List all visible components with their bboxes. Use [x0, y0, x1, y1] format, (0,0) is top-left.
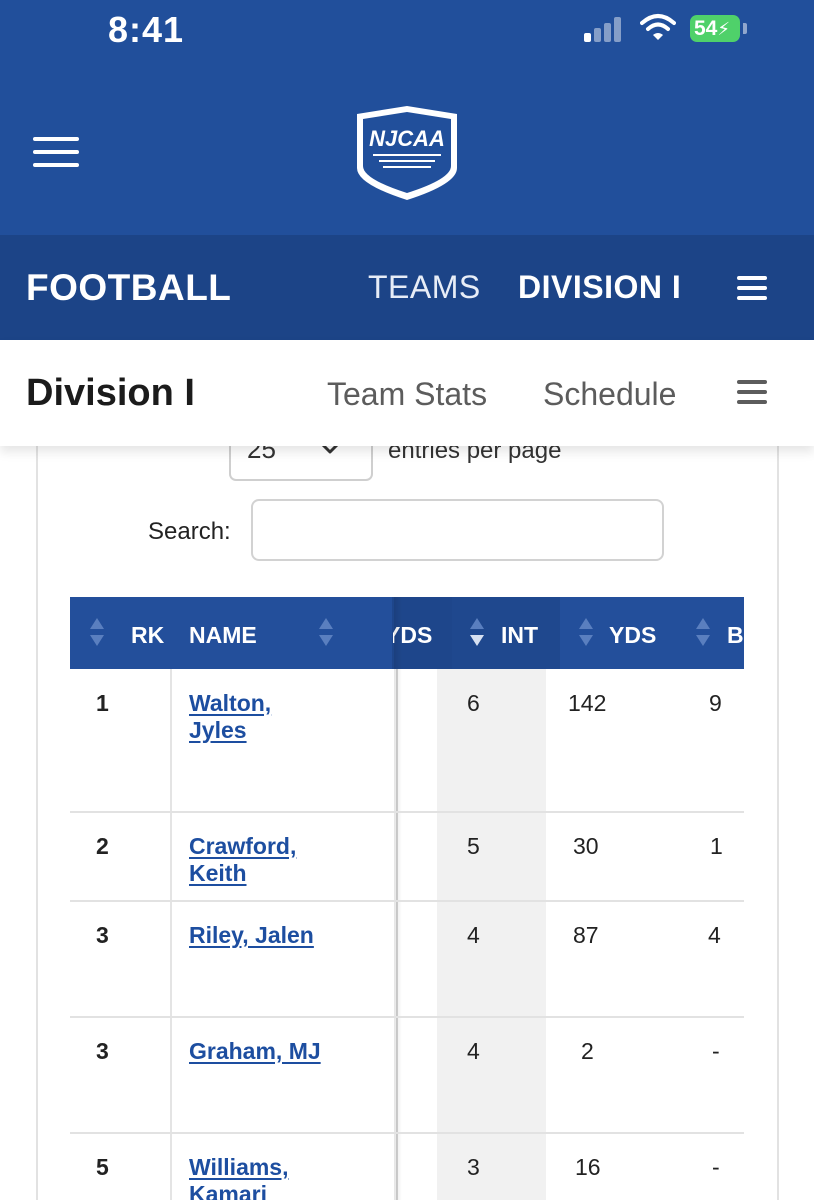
nav-link-division[interactable]: DIVISION I — [518, 269, 682, 305]
column-divider — [170, 669, 172, 1200]
row-rank: 1 — [96, 690, 109, 716]
player-name-link[interactable]: Williams, Kamari — [189, 1154, 289, 1200]
header-scroll-section — [392, 597, 452, 669]
njcaa-logo[interactable]: NJCAA — [353, 100, 461, 204]
row-int: 4 — [467, 922, 480, 948]
row-b: 1 — [710, 833, 723, 859]
row-b: - — [712, 1038, 720, 1064]
battery-icon: 54⚡ — [690, 15, 740, 42]
nav-link-teams[interactable]: TEAMS — [368, 269, 481, 305]
sort-icon[interactable] — [318, 616, 334, 648]
column-header-rk[interactable]: RK — [131, 622, 165, 648]
sort-icon[interactable] — [578, 616, 594, 648]
row-b: 4 — [708, 922, 721, 948]
scroll-shadow — [394, 597, 402, 1200]
sort-icon[interactable] — [89, 616, 105, 648]
column-header-b-partial[interactable]: B — [727, 622, 744, 648]
sport-title: FOOTBALL — [26, 267, 232, 308]
header-sorted-section — [452, 597, 560, 669]
subnav-menu-icon[interactable] — [737, 380, 767, 405]
player-name-link[interactable]: Graham, MJ — [189, 1038, 321, 1064]
row-int: 6 — [467, 690, 480, 716]
sport-menu-icon[interactable] — [737, 276, 767, 300]
row-int: 5 — [467, 833, 480, 859]
battery-level: 54 — [694, 17, 718, 40]
main-menu-icon[interactable] — [33, 137, 79, 167]
division-subnav — [0, 340, 814, 446]
battery-tip — [743, 23, 747, 34]
column-header-yds-partial[interactable]: YDS — [385, 622, 433, 648]
row-divider — [70, 1016, 744, 1018]
column-header-yds[interactable]: YDS — [609, 622, 657, 648]
sort-desc-icon[interactable] — [469, 616, 485, 648]
row-yds: 142 — [568, 690, 607, 716]
search-label: Search: — [148, 518, 231, 545]
wifi-icon — [640, 14, 676, 40]
stats-card — [36, 446, 779, 1200]
row-yds: 87 — [573, 922, 599, 948]
row-yds: 16 — [575, 1154, 601, 1180]
row-int: 4 — [467, 1038, 480, 1064]
player-name-link[interactable]: Walton, Jyles — [189, 690, 272, 743]
column-header-int[interactable]: INT — [501, 622, 539, 648]
sort-icon[interactable] — [695, 616, 711, 648]
subnav-link-schedule[interactable]: Schedule — [543, 376, 677, 412]
logo-text: NJCAA — [369, 126, 445, 151]
subnav-link-team-stats[interactable]: Team Stats — [327, 376, 488, 412]
row-divider — [70, 1132, 744, 1134]
column-divider — [396, 669, 398, 1200]
player-name-link[interactable]: Riley, Jalen — [189, 922, 314, 948]
sport-nav — [0, 235, 814, 340]
column-header-name[interactable]: NAME — [189, 622, 257, 648]
row-b: - — [712, 1154, 720, 1180]
chevron-down-icon — [319, 441, 341, 454]
row-rank: 3 — [96, 1038, 109, 1064]
search-input[interactable] — [251, 499, 664, 561]
row-int: 3 — [467, 1154, 480, 1180]
row-yds: 2 — [581, 1038, 594, 1064]
row-rank: 5 — [96, 1154, 109, 1180]
player-name-link[interactable]: Crawford, Keith — [189, 833, 297, 886]
row-rank: 2 — [96, 833, 109, 859]
status-time: 8:41 — [108, 9, 185, 50]
page-title: Division I — [26, 372, 195, 414]
sorted-column-shading — [437, 669, 546, 1200]
row-rank: 3 — [96, 922, 109, 948]
row-yds: 30 — [573, 833, 599, 859]
cellular-signal-icon — [584, 16, 626, 42]
row-divider — [70, 811, 744, 813]
row-divider — [70, 900, 744, 902]
row-b: 9 — [709, 690, 722, 716]
